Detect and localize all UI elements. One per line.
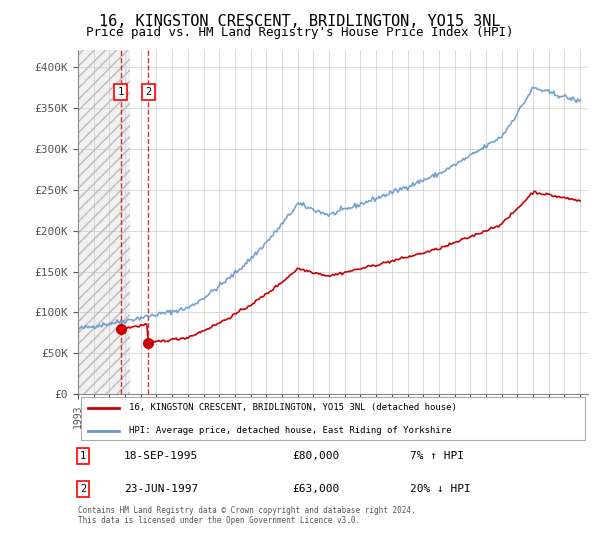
- Text: 23-JUN-1997: 23-JUN-1997: [124, 484, 198, 494]
- FancyBboxPatch shape: [80, 397, 586, 440]
- Text: 18-SEP-1995: 18-SEP-1995: [124, 451, 198, 461]
- Text: 16, KINGSTON CRESCENT, BRIDLINGTON, YO15 3NL: 16, KINGSTON CRESCENT, BRIDLINGTON, YO15…: [99, 14, 501, 29]
- Text: 2: 2: [145, 87, 151, 97]
- Bar: [78, 50, 130, 394]
- Text: 16, KINGSTON CRESCENT, BRIDLINGTON, YO15 3NL (detached house): 16, KINGSTON CRESCENT, BRIDLINGTON, YO15…: [129, 403, 457, 412]
- Text: £80,000: £80,000: [292, 451, 340, 461]
- Text: Price paid vs. HM Land Registry's House Price Index (HPI): Price paid vs. HM Land Registry's House …: [86, 26, 514, 39]
- Text: 2: 2: [80, 484, 86, 494]
- Text: 20% ↓ HPI: 20% ↓ HPI: [409, 484, 470, 494]
- Bar: [78, 50, 130, 394]
- Text: 1: 1: [80, 451, 86, 461]
- Text: £63,000: £63,000: [292, 484, 340, 494]
- Text: Contains HM Land Registry data © Crown copyright and database right 2024.
This d: Contains HM Land Registry data © Crown c…: [78, 506, 416, 525]
- Text: HPI: Average price, detached house, East Riding of Yorkshire: HPI: Average price, detached house, East…: [129, 426, 452, 435]
- Text: 1: 1: [118, 87, 124, 97]
- Text: 7% ↑ HPI: 7% ↑ HPI: [409, 451, 464, 461]
